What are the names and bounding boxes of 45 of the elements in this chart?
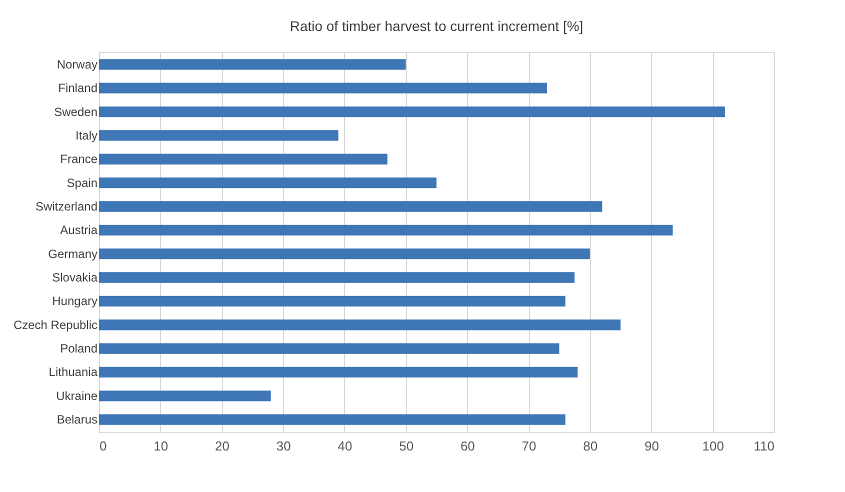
chart-title: Ratio of timber harvest to current increment [%] [290, 18, 584, 34]
bar [99, 59, 406, 70]
x-tick-label: 40 [338, 438, 352, 454]
bar [99, 224, 673, 236]
bar [99, 201, 602, 212]
x-tick-label: 20 [214, 438, 230, 454]
y-tick-label: Ukraine [56, 388, 98, 403]
y-tick-label: France [60, 152, 98, 166]
bar [99, 414, 566, 425]
bar [99, 320, 621, 330]
bar [99, 82, 547, 94]
y-tick-label: Sweden [54, 104, 98, 119]
bar [99, 366, 578, 378]
bar [99, 130, 338, 141]
x-tick-label: 80 [583, 438, 598, 454]
x-tick-label: 100 [702, 438, 724, 454]
bar [99, 390, 271, 402]
x-tick-label: 70 [522, 438, 536, 454]
y-tick-label: Finland [58, 81, 98, 96]
x-tick-label: 110 [754, 438, 774, 454]
bar [99, 296, 566, 307]
bar [99, 154, 388, 164]
y-tick-label: Belarus [56, 412, 98, 427]
x-tick-label: 10 [154, 438, 168, 454]
y-tick-label: Spain [66, 176, 98, 190]
y-tick-label: Lithuania [48, 365, 98, 380]
y-tick-label: Czech Republic [13, 318, 98, 332]
x-tick-label: 0 [100, 438, 107, 454]
y-tick-label: Switzerland [35, 199, 98, 214]
bar [99, 177, 436, 188]
y-tick-label: Norway [56, 57, 98, 72]
y-tick-label: Hungary [52, 294, 98, 308]
y-tick-label: Austria [60, 223, 98, 238]
bar [99, 343, 560, 354]
x-tick-label: 50 [399, 438, 414, 454]
x-tick-label: 30 [276, 438, 291, 454]
y-tick-label: Italy [75, 128, 98, 142]
bar [99, 248, 590, 260]
bar [99, 272, 575, 283]
y-tick-label: Poland [60, 342, 98, 356]
x-tick-label: 60 [460, 438, 475, 454]
y-tick-label: Slovakia [52, 270, 98, 285]
x-tick-label: 90 [644, 438, 660, 454]
y-tick-label: Germany [48, 246, 98, 261]
bar [99, 106, 725, 118]
